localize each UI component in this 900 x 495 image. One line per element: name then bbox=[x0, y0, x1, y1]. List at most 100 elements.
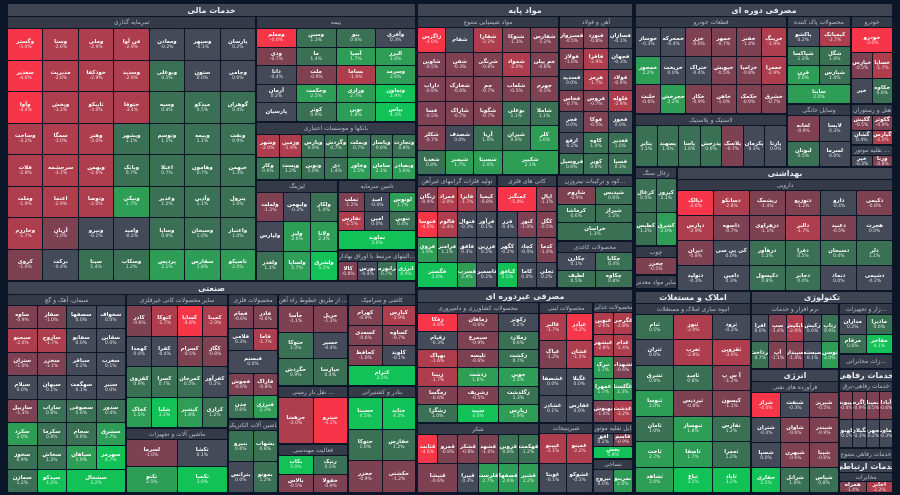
treemap-tile[interactable]: غشوکو -0.1% bbox=[566, 463, 592, 492]
treemap-tile[interactable]: شیراز 1.2% bbox=[595, 205, 632, 222]
treemap-tile[interactable]: بگیلان-0.3% bbox=[853, 420, 866, 447]
treemap-tile[interactable]: فسا -0.5% bbox=[418, 101, 446, 125]
treemap-tile[interactable]: قهکمت 1.2% bbox=[518, 435, 538, 463]
treemap-tile[interactable]: خشرق -0.7% bbox=[761, 85, 786, 113]
treemap-tile[interactable]: فنورد -0.8% bbox=[584, 28, 608, 48]
treemap-tile[interactable]: کخاک 1.5% bbox=[127, 397, 152, 427]
treemap-tile[interactable]: گشان 0.4% bbox=[852, 130, 872, 144]
treemap-tile[interactable]: بشهاب 0.8% bbox=[253, 431, 277, 461]
treemap-tile[interactable]: کرماشا 0.6% bbox=[558, 205, 595, 222]
treemap-tile[interactable]: حگردش 0.9% bbox=[279, 359, 313, 385]
treemap-tile[interactable]: تلیسه -0.6% bbox=[458, 350, 498, 368]
treemap-tile[interactable]: ونفت 0.9% bbox=[220, 123, 255, 154]
treemap-tile[interactable]: فجهان -0.3% bbox=[608, 49, 632, 69]
treemap-tile[interactable]: تکنو 2.5% bbox=[127, 466, 177, 492]
treemap-tile[interactable]: خپویش -0.5% bbox=[711, 56, 736, 85]
treemap-tile[interactable]: دتوزیع -1.2% bbox=[785, 191, 821, 215]
treemap-tile[interactable]: وملی -2.9% bbox=[78, 29, 114, 60]
treemap-tile[interactable]: فلات -2.9% bbox=[8, 155, 43, 186]
treemap-tile[interactable]: شیمبر 1.7% bbox=[446, 150, 474, 174]
treemap-tile[interactable]: حریل -1.3% bbox=[313, 306, 347, 332]
treemap-tile[interactable]: شپنا -0.6% bbox=[810, 443, 838, 467]
treemap-tile[interactable]: حرهشا -2.0% bbox=[279, 398, 313, 443]
treemap-tile[interactable]: خکار -0.9% bbox=[686, 85, 711, 113]
treemap-tile[interactable]: ثتران 0.0% bbox=[636, 340, 674, 365]
treemap-tile[interactable]: شاوین -0.5% bbox=[418, 52, 446, 76]
treemap-tile[interactable]: ثپردیس -0.8% bbox=[674, 391, 712, 416]
treemap-tile[interactable]: زپارس 1.9% bbox=[498, 404, 538, 422]
treemap-tile[interactable]: وزمین -1.9% bbox=[279, 135, 302, 157]
treemap-tile[interactable]: خرینگ -1.9% bbox=[761, 28, 786, 56]
treemap-tile[interactable]: آریان -1.0% bbox=[43, 218, 78, 249]
treemap-tile[interactable]: بموتو 1.2% bbox=[253, 462, 277, 492]
treemap-tile[interactable]: دکپسول 0.8% bbox=[749, 266, 785, 290]
treemap-tile[interactable]: سدور 0.4% bbox=[96, 399, 125, 422]
treemap-tile[interactable]: شخارک -0.6% bbox=[446, 77, 474, 101]
treemap-tile[interactable]: زقیام -0.3% bbox=[418, 332, 458, 350]
treemap-tile[interactable]: وخارزم -1.7% bbox=[8, 218, 43, 249]
treemap-tile[interactable]: تجلی 0.2% bbox=[537, 262, 556, 287]
treemap-tile[interactable]: مفاخر 4.1% bbox=[866, 334, 892, 353]
treemap-tile[interactable]: پارسان 0.2% bbox=[220, 29, 255, 60]
treemap-tile[interactable]: کقزوی 0.9% bbox=[127, 367, 152, 397]
treemap-tile[interactable]: شصدف 0.0% bbox=[446, 126, 474, 150]
treemap-tile[interactable]: فرآور 0.1% bbox=[477, 212, 496, 237]
treemap-tile[interactable]: پکرمان 0.3% bbox=[743, 126, 765, 166]
treemap-tile[interactable]: بپاس 4.3% bbox=[376, 103, 415, 121]
treemap-tile[interactable]: کسرا 0.7% bbox=[152, 367, 177, 397]
treemap-tile[interactable]: فافزا -2.9% bbox=[584, 49, 608, 69]
treemap-tile[interactable]: خفنر -1.4% bbox=[736, 28, 761, 56]
treemap-tile[interactable]: شرنگی -0.8% bbox=[474, 52, 502, 76]
treemap-tile[interactable]: کلوند -0.1% bbox=[382, 346, 415, 365]
treemap-tile[interactable]: ثامید 0.8% bbox=[674, 365, 712, 391]
treemap-tile[interactable]: کطبس 1.2% bbox=[636, 212, 656, 245]
treemap-tile[interactable]: ساراب 0.8% bbox=[37, 399, 66, 422]
treemap-tile[interactable]: حفارس 1.2% bbox=[382, 429, 415, 461]
treemap-tile[interactable]: ساربیل -1.3% bbox=[8, 399, 37, 422]
treemap-tile[interactable]: ختوقا -3.4% bbox=[114, 92, 149, 123]
treemap-tile[interactable]: تنوین 0.4% bbox=[390, 212, 415, 230]
treemap-tile[interactable]: جوین 2.0% bbox=[498, 368, 538, 386]
treemap-tile[interactable]: سغرب 0.1% bbox=[96, 352, 125, 376]
treemap-tile[interactable]: سپید 4.0% bbox=[458, 404, 498, 422]
treemap-tile[interactable]: رنیک 0.5% bbox=[313, 456, 347, 474]
treemap-tile[interactable]: دتولید -0.3% bbox=[678, 266, 713, 290]
treemap-tile[interactable]: وهامون 0.7% bbox=[185, 155, 220, 186]
treemap-tile[interactable]: نبروج 0.0% bbox=[594, 470, 613, 492]
treemap-tile[interactable]: سجام 0.6% bbox=[67, 422, 96, 446]
treemap-tile[interactable]: فجوش -0.6% bbox=[229, 373, 253, 396]
treemap-tile[interactable]: زاگرس -4.0% bbox=[418, 28, 446, 52]
treemap-tile[interactable]: ما 1.4% bbox=[296, 47, 336, 66]
treemap-tile[interactable]: شسینا 2.0% bbox=[474, 150, 502, 174]
treemap-tile[interactable]: فرامتر 1.1% bbox=[437, 237, 457, 262]
treemap-tile[interactable]: افق 0.2% bbox=[594, 434, 613, 446]
treemap-tile[interactable]: فتوسا -4.0% bbox=[418, 212, 437, 237]
treemap-tile[interactable]: شنفت -0.3% bbox=[781, 393, 809, 417]
treemap-tile[interactable]: نمرینو 2.0% bbox=[613, 470, 632, 492]
treemap-tile[interactable]: کزغال 0.5% bbox=[636, 179, 656, 212]
treemap-tile[interactable]: بترانس 0.0% bbox=[229, 462, 253, 492]
treemap-tile[interactable]: کساپا -4.8% bbox=[177, 306, 202, 336]
treemap-tile[interactable]: غگرجی -2.8% bbox=[613, 313, 632, 334]
treemap-tile[interactable]: کی بی سی 0.0% bbox=[713, 241, 749, 265]
treemap-tile[interactable]: سکرما 0.8% bbox=[37, 422, 66, 446]
treemap-tile[interactable]: فخاس -0.7% bbox=[560, 91, 584, 111]
treemap-tile[interactable]: کمینا -2.0% bbox=[202, 306, 227, 336]
treemap-tile[interactable]: شاراک -0.7% bbox=[446, 101, 474, 125]
treemap-tile[interactable]: فسرب 2.8% bbox=[457, 262, 477, 287]
treemap-tile[interactable]: ثرود -0.2% bbox=[712, 315, 750, 340]
treemap-tile[interactable]: تاصیکو 2.0% bbox=[220, 249, 255, 280]
treemap-tile[interactable]: شپاس 0.8% bbox=[810, 468, 838, 492]
treemap-tile[interactable]: وبملت 0.7% bbox=[347, 135, 370, 157]
treemap-tile[interactable]: چخزر -0.5% bbox=[636, 258, 676, 274]
treemap-tile[interactable]: پاکشو 0.2% bbox=[788, 28, 819, 46]
treemap-tile[interactable]: سفار -1.0% bbox=[37, 306, 66, 329]
treemap-tile[interactable]: وغدیر 1.2% bbox=[149, 186, 185, 217]
treemap-tile[interactable]: وساخت -3.2% bbox=[8, 123, 43, 154]
treemap-tile[interactable]: گوهران 0.4% bbox=[220, 92, 255, 123]
treemap-tile[interactable]: پرداخت0.7% bbox=[752, 342, 769, 368]
treemap-tile[interactable]: وتوسم 1.1% bbox=[149, 123, 185, 154]
treemap-tile[interactable]: سیلام 0.0% bbox=[8, 376, 37, 399]
treemap-tile[interactable]: وبصادر 1.6% bbox=[393, 157, 415, 179]
treemap-tile[interactable]: سخزر -1.1% bbox=[37, 352, 66, 376]
